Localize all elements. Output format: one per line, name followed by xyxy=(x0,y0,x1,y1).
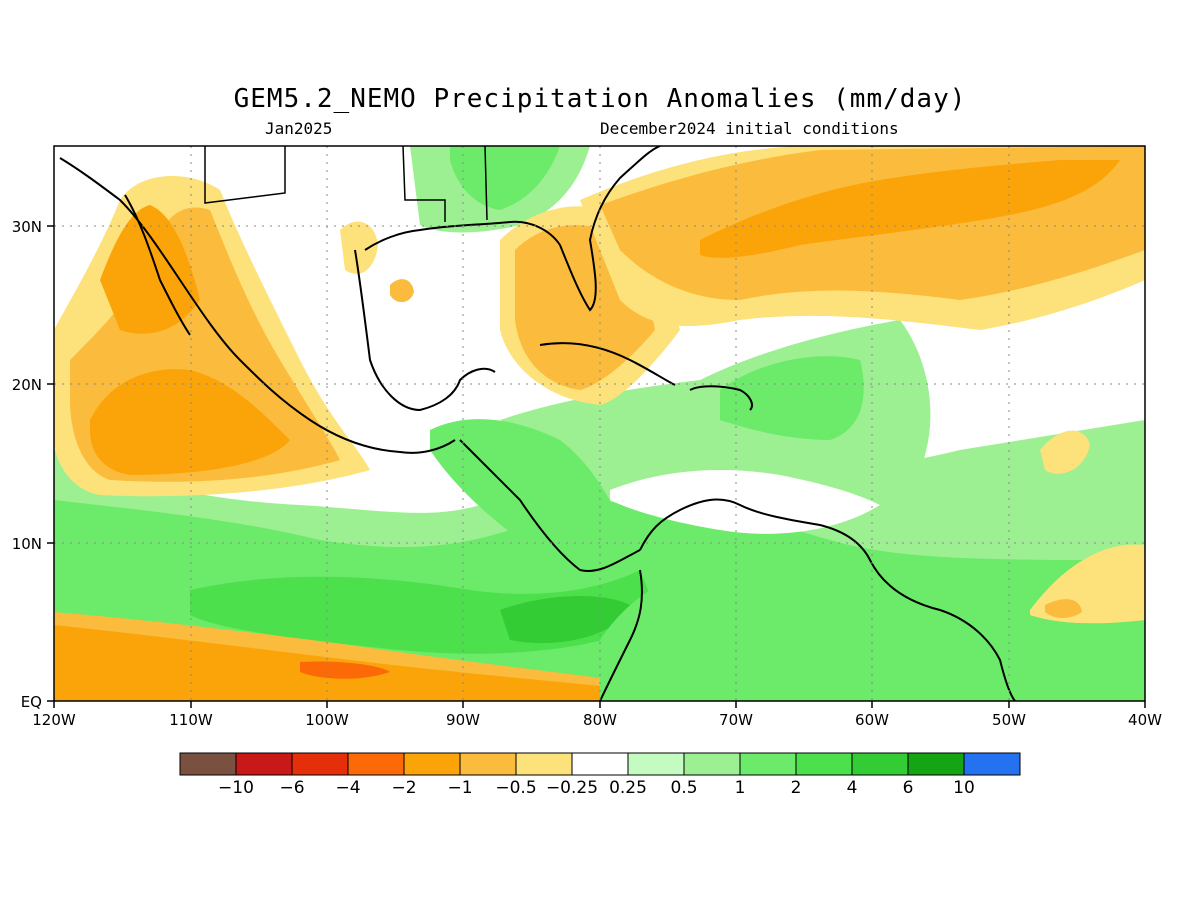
lon-label: 40W xyxy=(1128,711,1162,729)
gridlines xyxy=(54,146,1145,701)
colorbar-label: −6 xyxy=(279,778,304,798)
colorbar-label: −0.25 xyxy=(546,778,598,798)
colorbar-label: −0.5 xyxy=(495,778,536,798)
colorbar: −10 −6 −4 −2 −1 −0.5 −0.25 0.25 0.5 1 2 4 6 10 xyxy=(179,752,1021,798)
dry-anomaly-baja xyxy=(100,205,200,334)
lon-label: 80W xyxy=(583,711,617,729)
colorbar-swatch xyxy=(739,752,797,776)
wet-anomaly-central-america xyxy=(430,419,640,564)
map-title: GEM5.2_NEMO Precipitation Anomalies (mm/… xyxy=(233,84,967,114)
dry-anomaly-atlantic-core xyxy=(700,160,1120,258)
dry-anomaly-caribbean-gap xyxy=(610,470,880,534)
lat-label: 20N xyxy=(12,376,42,394)
colorbar-swatch xyxy=(515,752,573,776)
colorbar-swatch xyxy=(571,752,629,776)
colorbar-label: 6 xyxy=(903,778,914,798)
dry-anomaly-mexico-core xyxy=(90,369,290,475)
wet-anomaly-core-dark xyxy=(500,595,630,644)
colorbar-swatch xyxy=(347,752,405,776)
dry-anomaly-equatorial-core xyxy=(300,661,390,679)
lat-label: 10N xyxy=(12,535,42,553)
anomaly-fields xyxy=(54,146,1145,701)
lon-label: 50W xyxy=(992,711,1026,729)
coastlines xyxy=(59,146,1016,701)
lon-label: 70W xyxy=(719,711,753,729)
dry-anomaly-gulf-small xyxy=(390,279,414,303)
colorbar-swatch xyxy=(235,752,293,776)
colorbar-swatch xyxy=(459,752,517,776)
lon-label: 120W xyxy=(32,711,76,729)
dry-anomaly-east-atlantic xyxy=(1040,430,1090,474)
colorbar-label: −1 xyxy=(447,778,472,798)
colorbar-label: 4 xyxy=(847,778,858,798)
colorbar-swatch xyxy=(179,752,237,776)
initial-conditions: December2024 initial conditions xyxy=(600,119,899,138)
colorbar-label: 1 xyxy=(735,778,746,798)
colorbar-label: −2 xyxy=(391,778,416,798)
wet-anomaly-caribbean-2 xyxy=(720,356,864,440)
colorbar-label: 0.5 xyxy=(670,778,697,798)
colorbar-swatch xyxy=(907,752,965,776)
axis-ticks xyxy=(47,225,1146,708)
latitude-labels: EQ 10N 20N 30N xyxy=(12,218,42,711)
lon-label: 60W xyxy=(855,711,889,729)
dry-anomaly-gulf-west xyxy=(340,221,378,274)
wet-anomaly-south-america xyxy=(600,567,1010,701)
colorbar-label: 2 xyxy=(791,778,802,798)
colorbar-label: 10 xyxy=(953,778,975,798)
lon-label: 110W xyxy=(169,711,213,729)
colorbar-label: −10 xyxy=(218,778,254,798)
longitude-labels: 120W 110W 100W 90W 80W 70W 60W 50W 40W xyxy=(32,711,1162,729)
lat-label: EQ xyxy=(21,693,42,711)
lon-label: 90W xyxy=(446,711,480,729)
colorbar-swatch xyxy=(403,752,461,776)
colorbar-swatch xyxy=(963,752,1021,776)
colorbar-label: −4 xyxy=(335,778,360,798)
colorbar-swatch xyxy=(851,752,909,776)
colorbar-swatch xyxy=(291,752,349,776)
colorbar-swatch xyxy=(795,752,853,776)
colorbar-swatch xyxy=(683,752,741,776)
forecast-month: Jan2025 xyxy=(265,119,333,138)
lon-label: 100W xyxy=(305,711,349,729)
dry-anomaly-east-atlantic-3 xyxy=(1045,599,1082,618)
colorbar-label: 0.25 xyxy=(609,778,647,798)
wet-anomaly-gulf-coast-2 xyxy=(450,146,560,210)
lat-label: 30N xyxy=(12,218,42,236)
colorbar-swatch xyxy=(627,752,685,776)
